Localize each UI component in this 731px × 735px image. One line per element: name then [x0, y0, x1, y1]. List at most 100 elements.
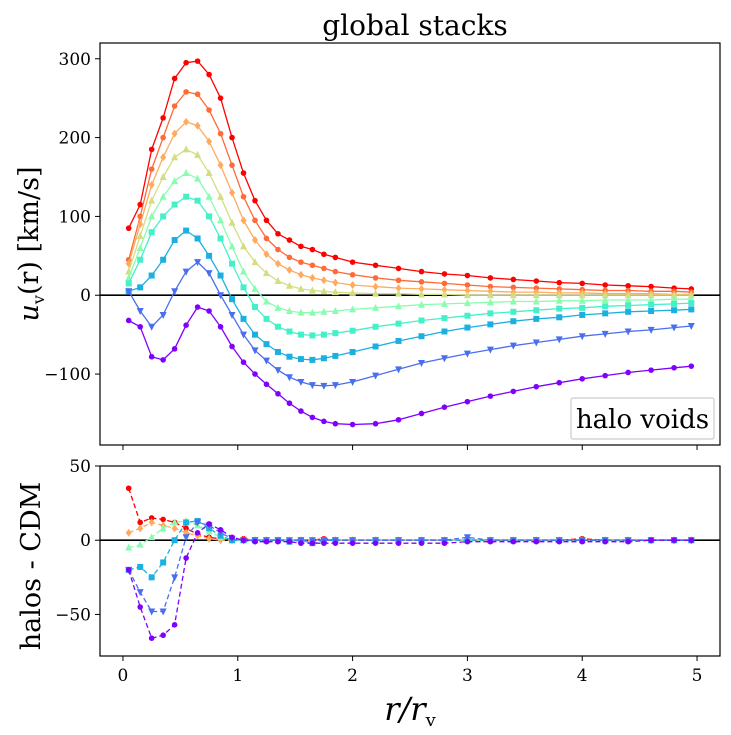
top-series-2 — [125, 89, 695, 295]
top-data-point — [275, 390, 281, 397]
top-data-point — [555, 336, 563, 344]
bottom-data-point — [298, 540, 304, 546]
bottom-data-point — [321, 540, 327, 546]
top-data-point — [624, 295, 632, 303]
top-data-point — [320, 276, 327, 285]
bottom-data-point — [159, 524, 167, 532]
bottom-series-line — [128, 521, 692, 613]
top-data-point — [510, 284, 517, 291]
top-data-point — [441, 315, 448, 322]
top-data-point — [297, 270, 304, 279]
top-data-point — [395, 337, 402, 344]
top-data-point — [217, 235, 224, 242]
bottom-y-axis-label: halos - CDM — [16, 482, 47, 650]
top-data-point — [440, 355, 448, 363]
top-data-point — [160, 115, 166, 121]
top-data-point — [240, 331, 248, 339]
top-data-point — [395, 320, 402, 327]
top-data-point — [601, 295, 609, 303]
top-y-tick-label: 200 — [59, 129, 91, 149]
top-data-point — [332, 352, 339, 359]
top-data-point — [372, 282, 379, 291]
top-data-point — [417, 300, 425, 308]
top-data-point — [171, 346, 178, 352]
top-data-point — [160, 134, 166, 141]
top-data-point — [297, 378, 305, 386]
top-data-point — [160, 213, 167, 220]
bottom-data-point — [159, 608, 167, 616]
top-data-point — [532, 339, 540, 347]
top-data-point — [285, 307, 293, 314]
bottom-data-point — [160, 632, 166, 639]
bottom-data-point — [137, 563, 144, 570]
top-data-point — [125, 288, 133, 296]
bottom-data-point — [206, 534, 213, 543]
top-data-point — [171, 288, 179, 296]
top-data-point — [487, 283, 494, 290]
bottom-data-point — [286, 538, 293, 545]
top-data-point — [578, 291, 586, 299]
top-data-point — [274, 348, 281, 355]
top-data-point — [349, 271, 356, 278]
top-data-point — [194, 259, 202, 267]
top-data-point — [555, 296, 563, 304]
bottom-data-point — [487, 538, 494, 545]
top-data-point — [441, 285, 448, 294]
top-data-point — [309, 414, 316, 421]
bottom-data-point — [510, 538, 517, 545]
top-data-point — [286, 353, 293, 360]
top-data-point — [418, 410, 425, 417]
top-data-point — [194, 150, 202, 158]
top-data-point — [194, 304, 201, 310]
bottom-data-point — [194, 529, 201, 536]
top-data-point — [533, 278, 540, 284]
xlabel-main: r/r — [384, 690, 427, 728]
top-data-point — [509, 291, 517, 299]
top-data-point — [464, 286, 471, 295]
top-data-point — [286, 266, 293, 275]
top-data-point — [688, 363, 695, 369]
top-y-axis-label: uv(r) [km/s] — [14, 167, 48, 322]
bottom-x-tick-label: 3 — [462, 666, 473, 686]
top-data-point — [137, 256, 144, 263]
bottom-data-point — [148, 608, 156, 616]
top-data-point — [125, 225, 132, 232]
top-data-point — [418, 284, 425, 293]
top-data-point — [509, 342, 517, 350]
top-data-point — [171, 176, 179, 184]
top-series-line — [128, 148, 692, 296]
top-series-line — [128, 60, 692, 290]
top-data-point — [579, 280, 586, 287]
top-data-point — [182, 169, 190, 177]
top-data-point — [671, 300, 678, 307]
top-data-point — [205, 192, 213, 200]
bottom-data-point — [441, 540, 448, 546]
top-data-point — [441, 328, 448, 335]
top-data-point — [148, 353, 155, 360]
top-data-point — [601, 291, 609, 299]
bottom-panel: 50 0 −50 0 1 2 3 4 5 halos - CDM r/rv — [16, 457, 721, 731]
top-data-point — [240, 267, 248, 275]
top-series-9 — [125, 304, 695, 428]
top-data-point — [252, 236, 258, 245]
top-data-point — [274, 303, 282, 311]
bottom-y-ticks: 50 0 −50 — [55, 457, 100, 625]
top-data-point — [533, 315, 540, 322]
bottom-data-point — [332, 540, 339, 546]
top-data-point — [251, 258, 259, 266]
top-data-point — [625, 308, 632, 315]
top-data-point — [148, 196, 156, 204]
top-data-point — [252, 371, 258, 377]
bottom-series-line — [128, 520, 692, 578]
top-data-point — [136, 243, 144, 251]
top-data-point — [602, 310, 609, 317]
top-data-point — [229, 343, 235, 350]
top-data-point — [148, 212, 156, 220]
top-data-point — [125, 280, 132, 287]
top-data-point — [206, 137, 213, 146]
top-data-point — [217, 95, 224, 101]
top-data-point — [240, 242, 248, 250]
top-data-point — [217, 292, 225, 300]
top-data-point — [464, 282, 471, 288]
top-data-point — [217, 216, 225, 224]
